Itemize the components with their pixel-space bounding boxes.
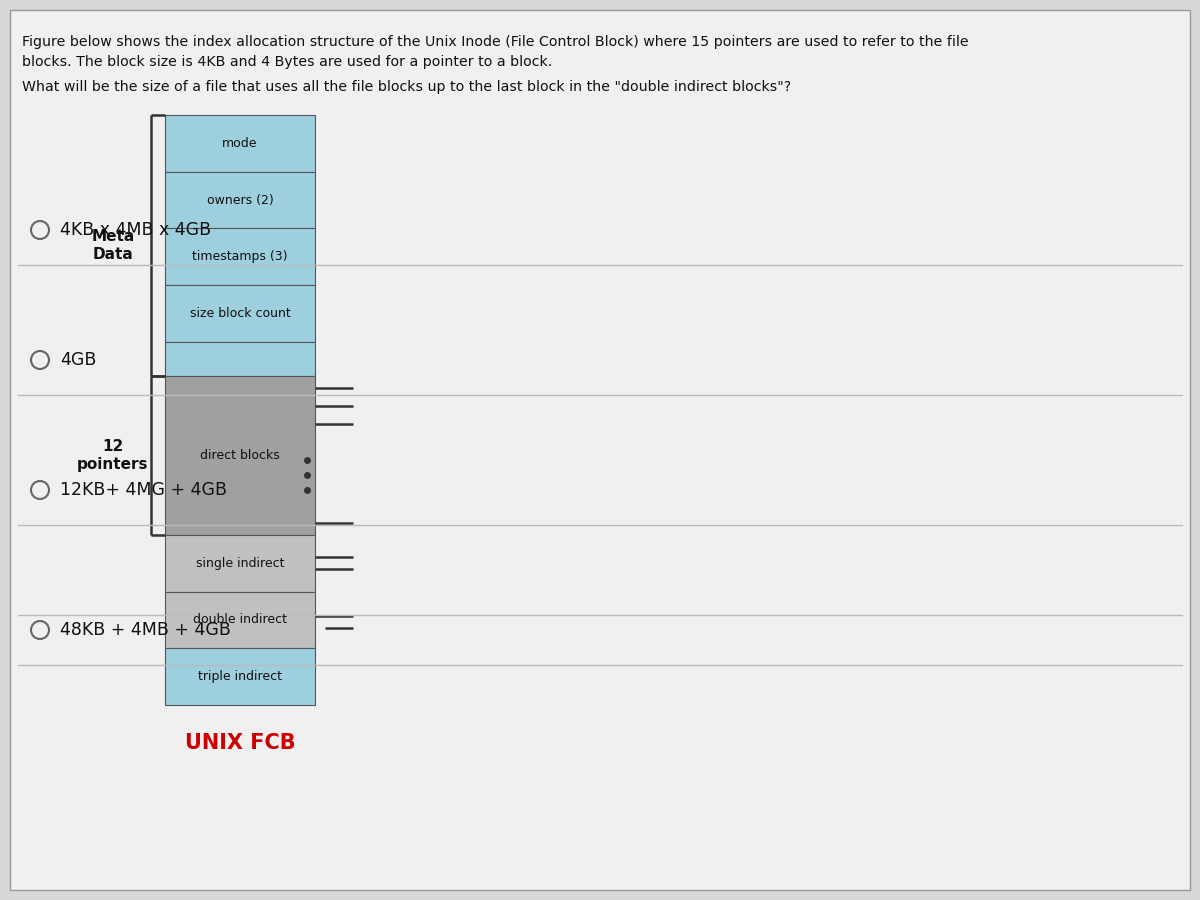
Text: direct blocks: direct blocks: [200, 449, 280, 462]
Text: UNIX FCB: UNIX FCB: [185, 733, 295, 753]
Text: double indirect: double indirect: [193, 614, 287, 626]
Bar: [166, 172, 314, 229]
Text: 12KB+ 4MG + 4GB: 12KB+ 4MG + 4GB: [60, 481, 227, 499]
Text: mode: mode: [222, 137, 258, 150]
Text: 4GB: 4GB: [60, 351, 96, 369]
Bar: [166, 535, 314, 591]
Bar: [166, 376, 314, 535]
Text: single indirect: single indirect: [196, 557, 284, 570]
Bar: [166, 591, 314, 648]
Text: triple indirect: triple indirect: [198, 670, 282, 683]
Text: Meta
Data: Meta Data: [91, 230, 134, 262]
Text: 4KB x 4MB x 4GB: 4KB x 4MB x 4GB: [60, 221, 211, 239]
Bar: [166, 648, 314, 705]
Text: 12
pointers: 12 pointers: [77, 439, 149, 472]
Bar: [166, 285, 314, 342]
Text: size block count: size block count: [190, 307, 290, 320]
Text: 48KB + 4MB + 4GB: 48KB + 4MB + 4GB: [60, 621, 230, 639]
Text: owners (2): owners (2): [206, 194, 274, 207]
Text: timestamps (3): timestamps (3): [192, 250, 288, 264]
Text: Figure below shows the index allocation structure of the Unix Inode (File Contro: Figure below shows the index allocation …: [22, 35, 968, 49]
Bar: [166, 229, 314, 285]
Bar: [166, 115, 314, 172]
Bar: [166, 342, 314, 376]
Text: blocks. The block size is 4KB and 4 Bytes are used for a pointer to a block.: blocks. The block size is 4KB and 4 Byte…: [22, 55, 552, 69]
Text: What will be the size of a file that uses all the file blocks up to the last blo: What will be the size of a file that use…: [22, 80, 791, 94]
